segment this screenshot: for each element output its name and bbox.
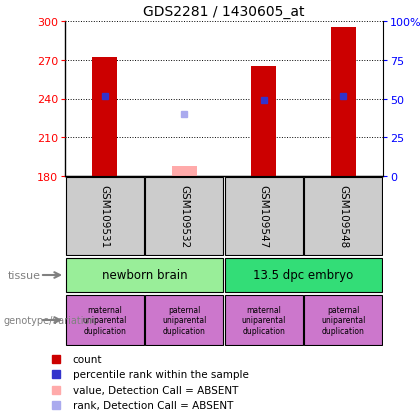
Text: GDS2281 / 1430605_at: GDS2281 / 1430605_at: [143, 5, 305, 19]
Bar: [171, 166, 197, 177]
Bar: [251, 67, 276, 177]
FancyBboxPatch shape: [225, 177, 303, 256]
Text: value, Detection Call = ABSENT: value, Detection Call = ABSENT: [73, 385, 238, 395]
FancyBboxPatch shape: [225, 295, 303, 345]
Text: rank, Detection Call = ABSENT: rank, Detection Call = ABSENT: [73, 400, 233, 410]
Text: maternal
uniparental
duplication: maternal uniparental duplication: [83, 305, 127, 335]
Text: GSM109547: GSM109547: [259, 185, 269, 248]
Text: paternal
uniparental
duplication: paternal uniparental duplication: [321, 305, 365, 335]
FancyBboxPatch shape: [66, 295, 144, 345]
Text: tissue: tissue: [8, 271, 41, 280]
Text: GSM109532: GSM109532: [179, 185, 189, 248]
Bar: [331, 28, 356, 177]
FancyBboxPatch shape: [66, 177, 144, 256]
Text: GSM109531: GSM109531: [100, 185, 110, 248]
Text: 13.5 dpc embryo: 13.5 dpc embryo: [253, 269, 354, 282]
FancyBboxPatch shape: [66, 258, 223, 293]
Text: count: count: [73, 354, 102, 364]
Text: genotype/variation: genotype/variation: [3, 315, 96, 325]
FancyBboxPatch shape: [304, 177, 382, 256]
FancyBboxPatch shape: [304, 295, 382, 345]
FancyBboxPatch shape: [145, 295, 223, 345]
Text: GSM109548: GSM109548: [338, 185, 348, 248]
Bar: [92, 58, 118, 177]
Text: paternal
uniparental
duplication: paternal uniparental duplication: [162, 305, 207, 335]
Text: maternal
uniparental
duplication: maternal uniparental duplication: [241, 305, 286, 335]
Text: newborn brain: newborn brain: [102, 269, 187, 282]
FancyBboxPatch shape: [145, 177, 223, 256]
Text: percentile rank within the sample: percentile rank within the sample: [73, 369, 249, 379]
FancyBboxPatch shape: [225, 258, 382, 293]
